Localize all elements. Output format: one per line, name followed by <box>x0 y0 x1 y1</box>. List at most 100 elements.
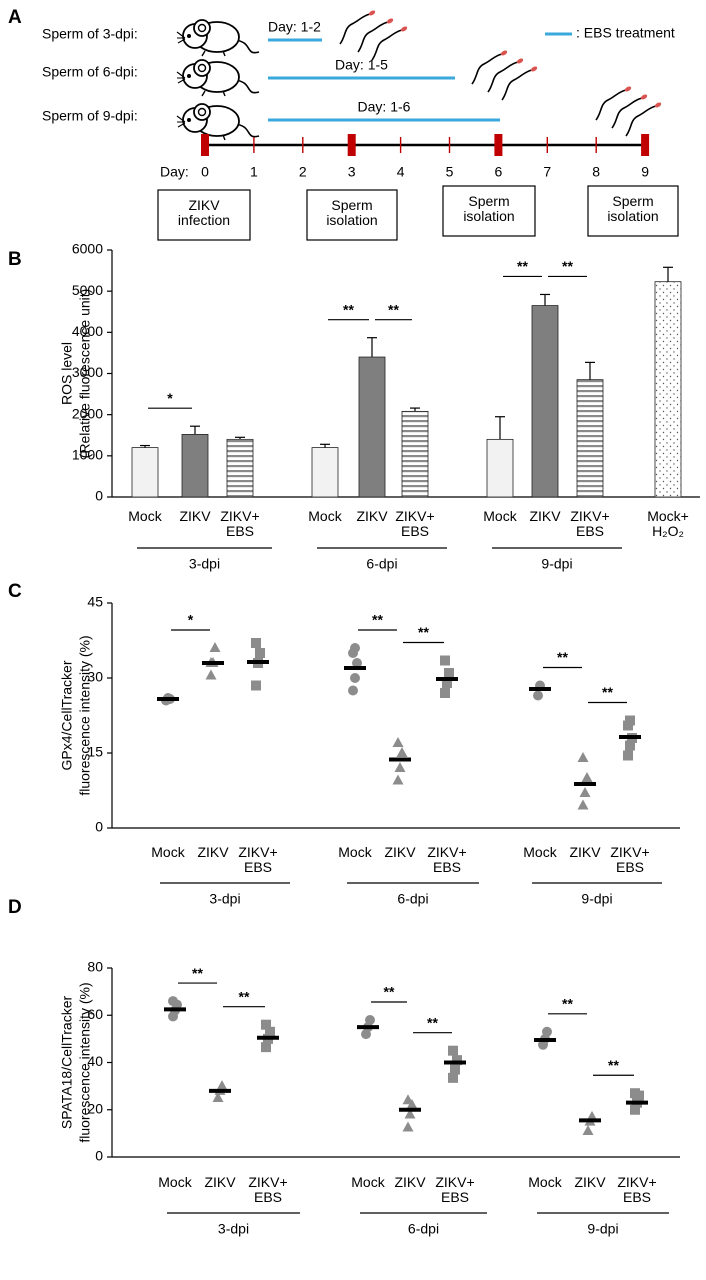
significance-label: ** <box>562 258 573 274</box>
y-tick-label: 3000 <box>72 364 103 380</box>
group-label: 3-dpi <box>209 891 240 907</box>
day-number: 2 <box>299 164 307 180</box>
dot-point <box>440 688 450 698</box>
x-tick-label-line: EBS <box>441 1189 469 1205</box>
x-tick-label-line: ZIKV+ <box>610 844 649 860</box>
significance-label: ** <box>192 965 203 981</box>
dot-point <box>581 772 593 782</box>
x-tick-label-line: Mock <box>158 1174 192 1190</box>
group-label: 3-dpi <box>218 1221 249 1237</box>
x-tick-label: ZIKV <box>569 844 601 860</box>
significance-label: ** <box>602 684 613 700</box>
y-tick-label: 80 <box>87 959 103 975</box>
event-box-text-line: Sperm <box>612 193 653 209</box>
y-tick-label: 30 <box>87 669 103 685</box>
dot-point <box>365 1014 375 1025</box>
x-tick-label-line: EBS <box>226 523 254 539</box>
y-axis-label: ROS level <box>59 342 75 405</box>
x-tick-label-line: Mock <box>151 844 185 860</box>
dot-point <box>402 1094 414 1105</box>
dot-point <box>350 643 360 653</box>
significance-label: ** <box>384 984 395 1000</box>
y-tick-label: 0 <box>95 1148 103 1164</box>
x-tick-label-line: ZIKV <box>356 508 388 524</box>
sperm-icon <box>339 8 377 45</box>
x-tick-label-line: ZIKV+ <box>570 508 609 524</box>
dot-point <box>448 1045 458 1056</box>
dot-point <box>577 752 589 762</box>
x-tick-label: ZIKV+ EBS <box>570 508 609 539</box>
x-tick-label-line: Mock <box>128 508 162 524</box>
x-tick-label-line: ZIKV+ <box>248 1174 287 1190</box>
dot-point <box>586 1110 598 1121</box>
row-label: Sperm of 6-dpi: <box>42 64 138 80</box>
x-tick-label: ZIKV+ EBS <box>248 1174 287 1205</box>
x-tick-label: ZIKV+ EBS <box>617 1174 656 1205</box>
x-tick-label-line: ZIKV <box>569 844 601 860</box>
sperm-icon <box>371 24 409 61</box>
x-tick-label: ZIKV <box>394 1174 426 1190</box>
dot-point <box>392 737 404 747</box>
dot-point <box>404 1108 416 1119</box>
bar <box>358 356 386 498</box>
day-label: Day: <box>160 164 189 180</box>
y-tick-label: 0 <box>95 819 103 835</box>
y-tick-label: 5000 <box>72 282 103 298</box>
x-tick-label: ZIKV <box>529 508 561 524</box>
significance-label: ** <box>427 1014 438 1030</box>
day-number: 8 <box>592 164 600 180</box>
significance-label: ** <box>608 1057 619 1073</box>
x-tick-label-line: ZIKV <box>179 508 211 524</box>
event-box-text-line: infection <box>178 212 230 228</box>
treatment-label: Day: 1-5 <box>335 57 388 73</box>
x-tick-label-line: Mock <box>351 1174 385 1190</box>
bar <box>531 305 559 498</box>
day-number: 3 <box>348 164 356 180</box>
y-tick-label: 1000 <box>72 447 103 463</box>
event-box-text: Sperm isolation <box>326 197 377 228</box>
x-tick-label: Mock <box>523 844 557 860</box>
x-tick-label-line: Mock <box>523 844 557 860</box>
treatment-label: Day: 1-2 <box>268 19 321 35</box>
x-tick-label: ZIKV <box>197 844 229 860</box>
dot-point <box>577 799 589 810</box>
event-box-text-line: isolation <box>326 212 377 228</box>
sperm-icon <box>471 48 509 85</box>
sperm-icon <box>611 92 649 129</box>
x-tick-label-line: ZIKV <box>529 508 561 524</box>
x-tick-label: ZIKV+ EBS <box>395 508 434 539</box>
mouse-icon <box>176 19 260 57</box>
dot-point <box>450 1064 460 1075</box>
bar <box>401 410 429 498</box>
x-tick-label: ZIKV+ EBS <box>427 844 466 875</box>
x-tick-label: Mock <box>528 1174 562 1190</box>
dot-point <box>582 1125 594 1136</box>
dot-point <box>265 1026 275 1037</box>
x-tick-label-line: EBS <box>616 859 644 875</box>
dot-point <box>209 642 221 652</box>
dot-point <box>394 762 406 772</box>
y-tick-label: 0 <box>95 488 103 504</box>
significance-label: ** <box>239 988 250 1004</box>
x-tick-label-line: Mock <box>338 844 372 860</box>
dot-point <box>255 648 265 658</box>
day-number: 7 <box>543 164 551 180</box>
dot-point <box>402 1121 414 1132</box>
group-label: 6-dpi <box>366 556 397 572</box>
dot-point <box>261 1019 271 1030</box>
dot-point <box>533 690 543 701</box>
bar <box>311 447 339 498</box>
y-axis-label: fluorescence intensity (%) <box>77 982 93 1142</box>
dot-point <box>251 680 261 691</box>
y-tick-label: 45 <box>87 594 103 610</box>
x-tick-label: ZIKV+ EBS <box>435 1174 474 1205</box>
panel-label: C <box>8 581 22 602</box>
x-tick-label-line: Mock+ <box>647 508 689 524</box>
dot-point <box>212 1091 224 1102</box>
dot-point <box>350 673 360 683</box>
x-tick-label: ZIKV <box>179 508 211 524</box>
group-label: 3-dpi <box>189 556 220 572</box>
event-box-text: Sperm isolation <box>607 193 658 224</box>
dot-point <box>348 685 358 696</box>
